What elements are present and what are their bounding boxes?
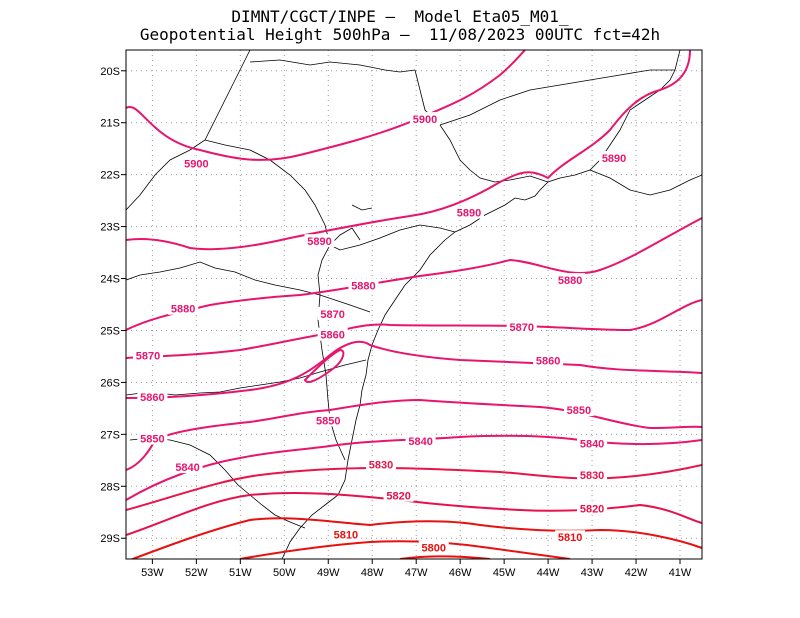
contour-line <box>126 464 702 511</box>
contour-label-background <box>317 306 348 320</box>
lon-tick-label: 53W <box>141 567 164 579</box>
contour-label: 5900 <box>184 158 208 170</box>
contour-line <box>126 398 702 471</box>
contour-label-background <box>168 301 199 315</box>
lat-tick-label: 25S <box>100 325 120 337</box>
lon-tick-label: 47W <box>405 567 428 579</box>
contour-label: 5830 <box>369 460 393 472</box>
contour-label-background <box>418 540 449 554</box>
contour-line <box>126 299 702 359</box>
coastline-and-borders <box>126 50 702 559</box>
lat-tick-label: 23S <box>100 222 120 234</box>
contour-label: 5840 <box>175 462 199 474</box>
contour-label: 5860 <box>536 356 560 368</box>
geopotential-contours <box>126 50 702 559</box>
contour-label-background <box>555 530 586 544</box>
contour-line <box>239 540 571 559</box>
contour-label-background <box>383 488 414 502</box>
contour-label-background <box>506 319 537 333</box>
lat-tick-label: 20S <box>100 66 120 78</box>
contour-label: 5880 <box>171 304 195 316</box>
contour-line <box>399 555 491 559</box>
contour-label-background <box>137 431 168 445</box>
lat-tick-label: 27S <box>100 429 120 441</box>
contour-label-background <box>366 457 397 471</box>
contour-label-background <box>132 348 163 362</box>
lon-tick-label: 42W <box>625 567 648 579</box>
contour-line <box>126 491 702 536</box>
contour-label: 5900 <box>413 114 437 126</box>
lon-tick-label: 46W <box>449 567 472 579</box>
contour-line <box>303 348 345 383</box>
contour-line <box>129 517 702 559</box>
lon-tick-label: 45W <box>493 567 516 579</box>
contour-line <box>126 50 691 251</box>
plot-frame <box>125 49 703 560</box>
lat-tick-label: 26S <box>100 377 120 389</box>
lon-tick-label: 50W <box>273 567 296 579</box>
contour-label: 5840 <box>580 439 604 451</box>
contour-labels: 5900 5900 5890 5890 5890 5880 5880 5880 5870 5870… <box>132 112 630 555</box>
map-title-line1: DIMNT/CGCT/INPE – Model Eta05_M01_ <box>231 7 569 26</box>
contour-label-background <box>348 278 379 292</box>
contour-label: 5810 <box>558 532 582 544</box>
lat-tick-label: 21S <box>100 118 120 130</box>
contour-label-background <box>405 434 436 448</box>
contour-label: 5890 <box>307 236 331 248</box>
contour-label-background <box>409 112 440 126</box>
contour-label-background <box>181 156 212 170</box>
lon-tick-label: 44W <box>537 567 560 579</box>
contour-label: 5860 <box>320 330 344 342</box>
contour-label-background <box>453 205 484 219</box>
contour-label: 5890 <box>457 208 481 220</box>
map-title-line2: Geopotential Height 500hPa – 11/08/2023 … <box>139 25 661 44</box>
lon-tick-label: 43W <box>581 567 604 579</box>
contour-label-background <box>330 527 361 541</box>
contour-label: 5880 <box>351 280 375 292</box>
lat-lon-grid <box>126 50 702 559</box>
contour-label-background <box>137 389 168 403</box>
lat-tick-label: 28S <box>100 481 120 493</box>
contour-label-background <box>599 151 630 165</box>
contour-label-background <box>577 501 608 515</box>
contour-label-background <box>172 460 203 474</box>
lon-tick-label: 41W <box>669 567 692 579</box>
contour-label: 5820 <box>386 491 410 503</box>
contour-label-background <box>577 436 608 450</box>
lon-tick-label: 48W <box>361 567 384 579</box>
contour-label: 5870 <box>509 322 533 334</box>
lon-tick-label: 52W <box>185 567 208 579</box>
contour-label: 5890 <box>602 153 626 165</box>
contour-label: 5850 <box>316 415 340 427</box>
axis-ticks: 53W 52W 51W 50W 49W 48W 47W 46W 45W 44W 43W 42W 41W 2… <box>100 66 692 579</box>
lon-tick-label: 49W <box>317 567 340 579</box>
lat-tick-label: 29S <box>100 533 120 545</box>
contour-label: 5840 <box>408 436 432 448</box>
contour-label-background <box>304 234 335 248</box>
contour-label: 5850 <box>140 434 164 446</box>
contour-label-background <box>563 402 594 416</box>
contour-label-background <box>317 327 348 341</box>
contour-label: 5810 <box>334 530 358 542</box>
lon-tick-label: 51W <box>229 567 252 579</box>
contour-label-background <box>577 467 608 481</box>
contour-label: 5880 <box>558 275 582 287</box>
contour-label: 5800 <box>422 543 446 555</box>
contour-line <box>126 50 526 161</box>
contour-label-background <box>555 273 586 287</box>
contour-line <box>126 217 702 331</box>
contour-label-background <box>533 353 564 367</box>
contour-label: 5860 <box>140 392 164 404</box>
contour-label: 5820 <box>580 504 604 516</box>
contour-label: 5850 <box>567 405 591 417</box>
lat-tick-label: 24S <box>100 274 120 286</box>
contour-line <box>126 340 702 399</box>
contour-label-background <box>313 413 344 427</box>
contour-label: 5870 <box>320 309 344 321</box>
contour-label: 5870 <box>136 350 160 362</box>
lat-tick-label: 22S <box>100 170 120 182</box>
contour-label: 5830 <box>580 470 604 482</box>
